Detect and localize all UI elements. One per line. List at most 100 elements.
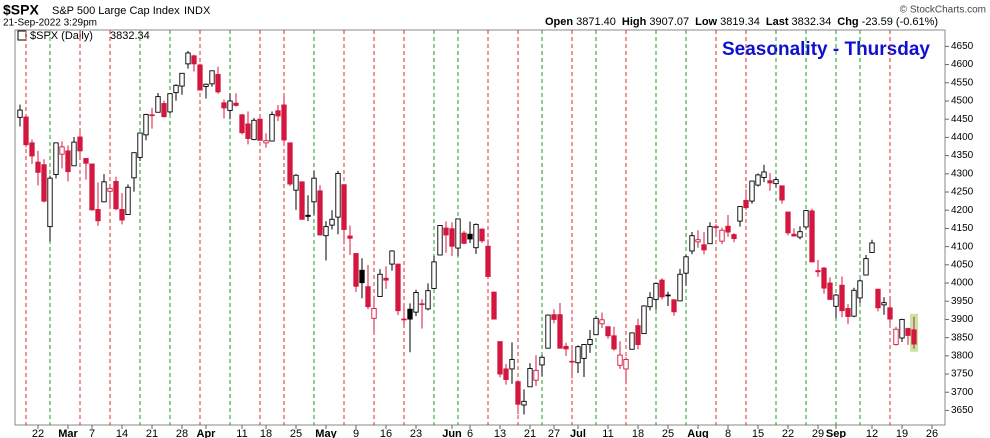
candle-body: [305, 214, 311, 217]
quote-value: -23.59 (-0.61%): [862, 16, 938, 28]
candle-body: [125, 186, 131, 216]
candle-body: [611, 335, 617, 350]
candle-body: [101, 181, 107, 203]
candle-body: [551, 314, 557, 320]
candle-body: [497, 341, 503, 375]
candle-body: [815, 270, 821, 273]
candle-body: [167, 93, 173, 113]
candle-body: [443, 227, 449, 236]
candle-body: [629, 332, 635, 350]
candle-body: [197, 64, 203, 91]
candle-body: [407, 308, 413, 320]
candle-body: [467, 233, 473, 240]
x-tick-label: 26: [926, 428, 938, 438]
candle-body: [257, 118, 263, 141]
candle-body: [593, 317, 599, 336]
x-tick-label: 29: [812, 428, 824, 438]
x-tick-label: 13: [494, 428, 506, 438]
candle-body: [245, 123, 251, 139]
candle-body: [773, 179, 779, 185]
candle-body: [359, 269, 365, 284]
y-tick-label: 3800: [951, 350, 974, 361]
candle-body: [149, 114, 155, 117]
candle-body: [605, 326, 611, 337]
candle-body: [191, 55, 197, 65]
candle-body: [587, 338, 593, 345]
candle-body: [701, 244, 707, 251]
y-tick-label: 4350: [951, 150, 974, 161]
symbol-name: S&P 500 Large Cap Index: [52, 5, 180, 17]
chart-title: Seasonality - Thursday: [722, 39, 930, 60]
candle-body: [143, 114, 149, 136]
candle-body: [665, 294, 671, 297]
x-tick-label: Apr: [197, 428, 217, 438]
candle-body: [353, 253, 359, 287]
candle-body: [839, 284, 845, 312]
candle-body: [251, 119, 257, 141]
quote-label: Chg: [837, 16, 858, 28]
candle-body: [737, 206, 743, 222]
quote-label: Open: [545, 16, 573, 28]
quote-value: 3832.34: [792, 16, 832, 28]
candle-body: [263, 140, 269, 144]
quote-value: 3907.07: [649, 16, 689, 28]
candle-body: [881, 302, 887, 306]
candle-body: [503, 368, 509, 380]
x-tick-label: 28: [176, 428, 188, 438]
candle-body: [53, 142, 59, 175]
x-tick-label: 9: [353, 428, 359, 438]
candle-body: [119, 209, 125, 221]
candle-body: [77, 136, 83, 152]
candle-body: [677, 273, 683, 302]
candle-body: [515, 381, 521, 405]
candle-body: [779, 185, 785, 201]
candle-body: [131, 152, 137, 179]
x-tick-label: 22: [32, 428, 44, 438]
y-tick-label: 4300: [951, 168, 974, 179]
candle-body: [845, 308, 851, 317]
candle-body: [545, 314, 551, 349]
candle-body: [419, 303, 425, 306]
quote: Open 3871.40 High 3907.07 Low 3819.34 Last 3832…: [545, 16, 938, 28]
candle-body: [41, 164, 47, 202]
candle-body: [281, 104, 287, 141]
candle-body: [317, 190, 323, 236]
candle-body: [851, 289, 857, 317]
candle-body: [71, 141, 77, 167]
candle-body: [725, 225, 731, 233]
candle-body: [89, 163, 95, 211]
x-tick-label: May: [315, 428, 337, 438]
x-tick-label: 15: [752, 428, 764, 438]
candle-body: [743, 199, 749, 209]
candle-body: [107, 187, 113, 192]
candle-body: [275, 110, 281, 117]
x-tick-label: 14: [116, 428, 128, 438]
candle-body: [683, 256, 689, 274]
candle-body: [383, 277, 389, 281]
y-tick-label: 3650: [951, 405, 974, 416]
x-tick-label: 11: [602, 428, 613, 438]
candle-body: [893, 328, 899, 345]
candle-body: [695, 239, 701, 243]
candle-body: [755, 174, 761, 186]
y-tick-label: 4550: [951, 77, 974, 88]
candle-body: [365, 286, 371, 308]
candle-body: [395, 263, 401, 312]
candle-body: [209, 70, 215, 85]
candle-body: [761, 171, 767, 178]
quote-label: Last: [766, 16, 789, 28]
x-tick-label: 12: [866, 428, 878, 438]
x-tick-label: Sep: [826, 428, 846, 438]
candle-body: [137, 132, 143, 158]
candle-body: [203, 83, 209, 87]
copyright: © StockCharts.com: [900, 5, 986, 16]
candle-body: [179, 72, 185, 87]
x-tick-label: 8: [725, 428, 731, 438]
candle-body: [173, 84, 179, 94]
candle-body: [59, 146, 65, 155]
candle-body: [455, 218, 461, 249]
x-tick-label: Jun: [442, 428, 462, 438]
candle-body: [581, 344, 587, 359]
candle-body: [47, 177, 53, 228]
